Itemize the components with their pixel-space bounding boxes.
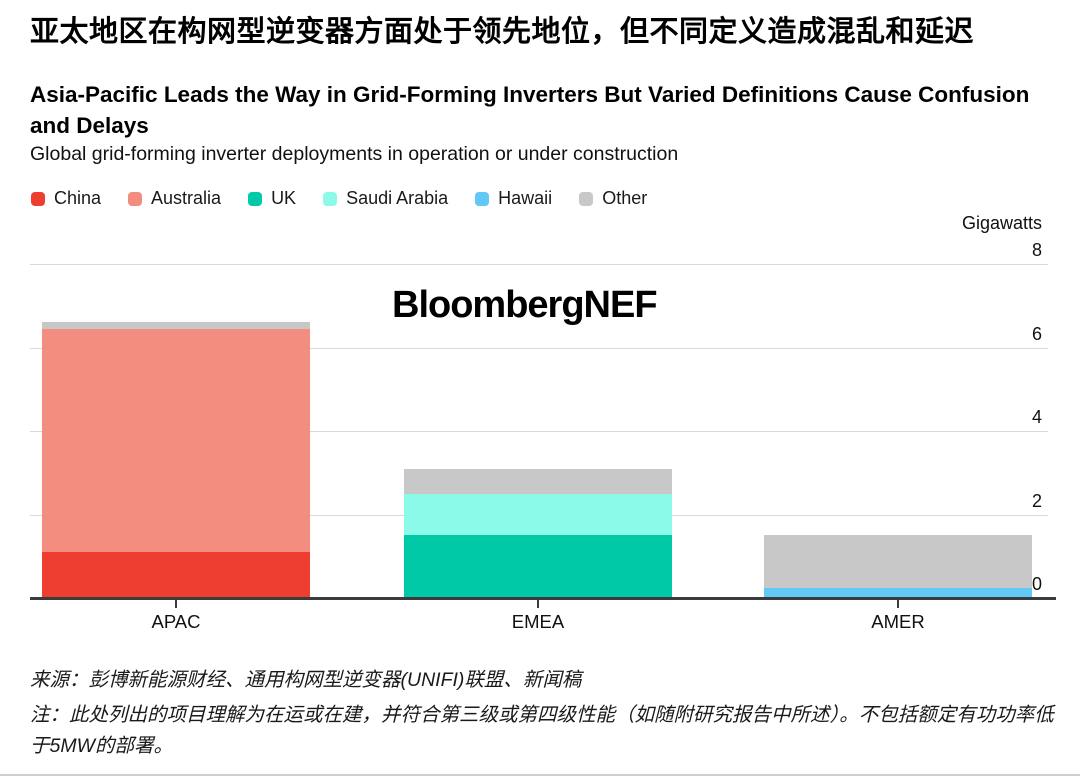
legend-item-saudi-arabia: Saudi Arabia — [323, 188, 448, 209]
bar-segment-amer-other — [764, 535, 1032, 588]
bar-segment-amer-hawaii — [764, 587, 1032, 598]
x-tick-apac — [175, 600, 177, 608]
english-title: Asia-Pacific Leads the Way in Grid-Formi… — [30, 82, 1030, 138]
legend-swatch-icon — [579, 191, 594, 206]
bar-segment-apac-australia — [42, 328, 310, 553]
chart-subtitle: Global grid-forming inverter deployments… — [30, 143, 679, 165]
legend-label: Saudi Arabia — [346, 188, 449, 208]
x-tick-amer — [897, 600, 899, 608]
bloombergnef-logo: BloombergNEF — [392, 284, 658, 326]
chinese-title: 亚太地区在构网型逆变器方面处于领先地位，但不同定义造成混乱和延迟 — [30, 16, 975, 48]
legend-label: China — [54, 188, 102, 208]
x-category-label-apac: APAC — [151, 611, 201, 632]
legend-swatch-icon — [323, 191, 338, 206]
x-axis-line — [30, 597, 1056, 600]
y-tick-label-6: 6 — [1031, 323, 1042, 344]
gridline-4 — [30, 431, 1048, 432]
legend-item-other: Other — [579, 188, 647, 209]
legend-label: Other — [602, 188, 648, 208]
gridline-8 — [30, 264, 1048, 265]
bar-amer — [764, 535, 1032, 598]
bar-segment-emea-uk — [404, 535, 672, 598]
legend: China Australia UK Saudi Arabia Hawaii Other — [31, 188, 647, 209]
bar-emea — [404, 468, 672, 598]
gridline-6 — [30, 347, 1048, 349]
x-category-label-emea: EMEA — [511, 611, 565, 632]
source-text: 来源：彭博新能源财经、通用构网型逆变器(UNIFI)联盟、新闻稿 — [30, 669, 582, 691]
legend-item-hawaii: Hawaii — [475, 188, 552, 209]
legend-swatch-icon — [475, 191, 490, 206]
bar-apac — [42, 322, 310, 598]
legend-label: Hawaii — [498, 188, 553, 208]
bar-segment-emea-saudi-arabia — [404, 493, 672, 536]
legend-swatch-icon — [248, 191, 263, 206]
bottom-divider — [0, 774, 1080, 776]
x-tick-emea — [537, 600, 539, 608]
y-tick-label-2: 2 — [1031, 490, 1042, 511]
y-tick-label-8: 8 — [1031, 240, 1042, 260]
y-tick-label-0: 0 — [1031, 574, 1042, 594]
legend-label: UK — [271, 188, 297, 208]
legend-swatch-icon — [31, 191, 45, 206]
note-text: 注：此处列出的项目理解为在运或在建，并符合第三级或第四级性能（如随附研究报告中所… — [30, 704, 1054, 757]
legend-swatch-icon — [128, 191, 143, 206]
bar-segment-apac-other — [42, 322, 310, 329]
legend-label: Australia — [151, 188, 222, 208]
legend-item-china: China — [31, 188, 101, 209]
legend-item-australia: Australia — [128, 188, 221, 209]
y-axis-unit-label: Gigawatts — [961, 213, 1042, 233]
y-tick-label-4: 4 — [1031, 407, 1042, 427]
bar-segment-apac-china — [42, 552, 310, 598]
x-category-label-amer: AMER — [871, 611, 925, 632]
legend-item-uk: UK — [248, 188, 296, 209]
bar-segment-emea-other — [404, 468, 672, 494]
